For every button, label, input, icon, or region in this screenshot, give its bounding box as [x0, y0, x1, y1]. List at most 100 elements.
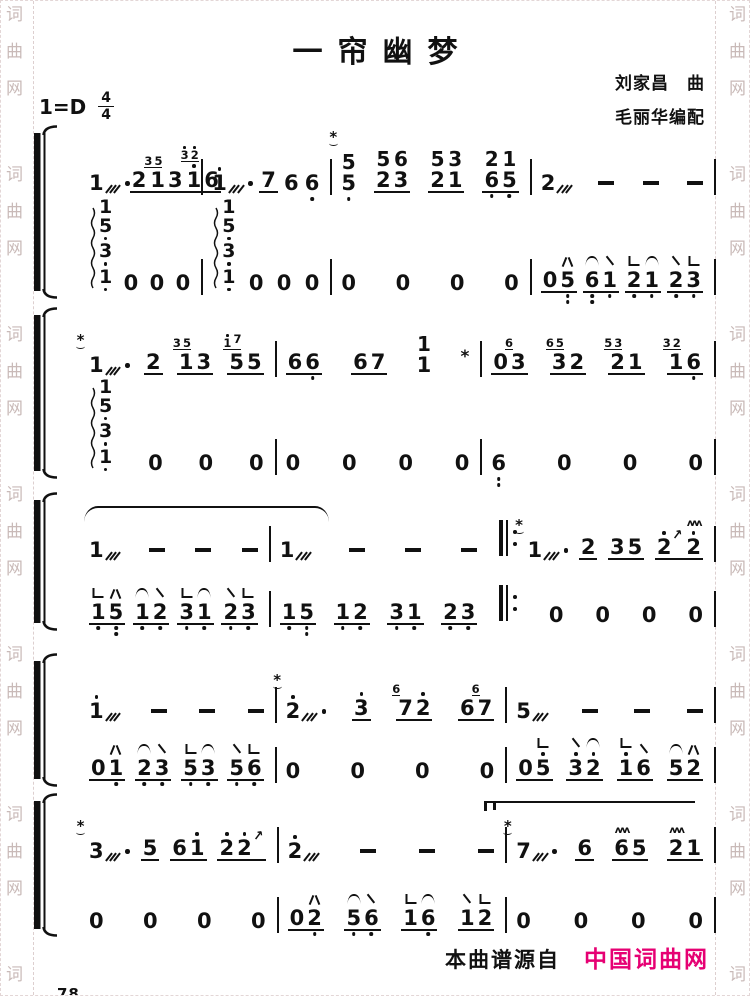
note-stack: 0 [516, 911, 531, 932]
octave-dot [252, 782, 257, 786]
measure: 1 * 2 1 3 5 3 5 1 7 5 1 5 3 1 0 0 0 [59, 307, 277, 479]
octave-dot [466, 626, 470, 630]
note: 5 [229, 743, 244, 786]
fingering-corner-icon [181, 588, 193, 598]
note-digit: 1 [686, 836, 701, 860]
note-stack: 6 [353, 352, 368, 373]
note-stack: 1 [669, 352, 684, 373]
note-stack: 1 [150, 170, 165, 191]
star-wave [272, 684, 282, 690]
augmentation-dot [125, 849, 130, 854]
note-digit: 1 [89, 699, 104, 723]
octave-dot [234, 782, 239, 786]
note-digit: 1 [618, 756, 634, 780]
note-stack: 6 [421, 908, 435, 936]
grace-notes: 6 [392, 683, 401, 696]
watermark-text: 词 [729, 5, 746, 25]
system-brace [34, 793, 58, 937]
fingering-backslash-icon [157, 743, 167, 754]
note: 2 ↗ [657, 527, 685, 557]
note: 2 [627, 256, 641, 298]
upper-voice-digit: 5 [376, 147, 391, 171]
dash-rest [461, 548, 478, 552]
beat-group [461, 548, 478, 560]
source-site-name: 中国词曲网 [584, 947, 709, 973]
note-stack: 0 [277, 273, 292, 294]
upper-voice-digit: 1 [502, 147, 517, 171]
note-digit: 0 [143, 909, 158, 933]
fingering-backslash-icon [571, 737, 580, 748]
note-stack: 0 [342, 453, 357, 474]
note-digit: 5 [222, 214, 236, 237]
octave-dot [351, 932, 356, 936]
source-attribution: 本曲谱源自 中国词曲网 [445, 940, 709, 974]
fingering-mark [137, 744, 151, 754]
watermark-text: 词 [729, 965, 746, 985]
note-stack: 6 [172, 838, 187, 859]
note: 0 [286, 761, 301, 782]
octave-dot [184, 626, 189, 630]
beat-group [642, 181, 659, 193]
note-stack: 0 [286, 761, 301, 782]
note-digit: 1 [644, 268, 659, 292]
dash-rest [195, 548, 212, 552]
meter-denominator: 4 [98, 106, 115, 122]
octave-dot-below [103, 416, 108, 421]
beat-group: 6 [575, 838, 594, 861]
fingering-mark [157, 743, 167, 754]
staff-lower: 6 0 0 0 [481, 371, 716, 487]
beat-group: 0 [480, 761, 495, 782]
beat-group: 2 [129, 170, 149, 193]
octave-dot [160, 782, 164, 786]
note-digit: 7 [477, 696, 493, 720]
watermark-text: 词 [729, 485, 746, 505]
octave-dots-below [114, 626, 118, 636]
note-digit: 1 [406, 600, 422, 624]
note: 1 [618, 738, 634, 780]
staff-lower: 0 0 0 0 [506, 865, 716, 937]
note: 6 [288, 352, 303, 373]
tremolo-slashes [303, 852, 320, 862]
note-digit: 0 [341, 271, 357, 295]
beat-group: 0 [342, 453, 357, 474]
note-digit: 1 [99, 195, 113, 218]
note: 3 [461, 602, 475, 630]
upper-voice-digit: 5 * [328, 128, 356, 174]
octave-dot [206, 782, 211, 786]
note-digit: 3 [551, 350, 567, 374]
note-digit: 2 [415, 696, 431, 720]
note: 2 [219, 832, 234, 859]
note-stack: 0 [176, 273, 191, 294]
note: 3 [389, 602, 404, 630]
phrase-overline [484, 801, 695, 811]
note-stack: 5 [247, 352, 262, 373]
octave-dots-below [394, 626, 399, 630]
note-stack: 3 [461, 602, 475, 630]
staff-upper: 2 [531, 125, 717, 199]
fingering-mark [242, 588, 254, 598]
note: 3 [168, 170, 183, 191]
watermark-text: 词 [729, 805, 746, 825]
octave-dots-below [114, 782, 118, 786]
note-digit: 0 [414, 759, 430, 783]
grace-digit: 6 [545, 336, 554, 350]
note-digit: 2 [237, 836, 252, 860]
octave-dot-below [103, 287, 108, 291]
beat-group [360, 849, 376, 861]
dash-rest [581, 709, 598, 713]
note-stack: 0 [89, 911, 104, 932]
